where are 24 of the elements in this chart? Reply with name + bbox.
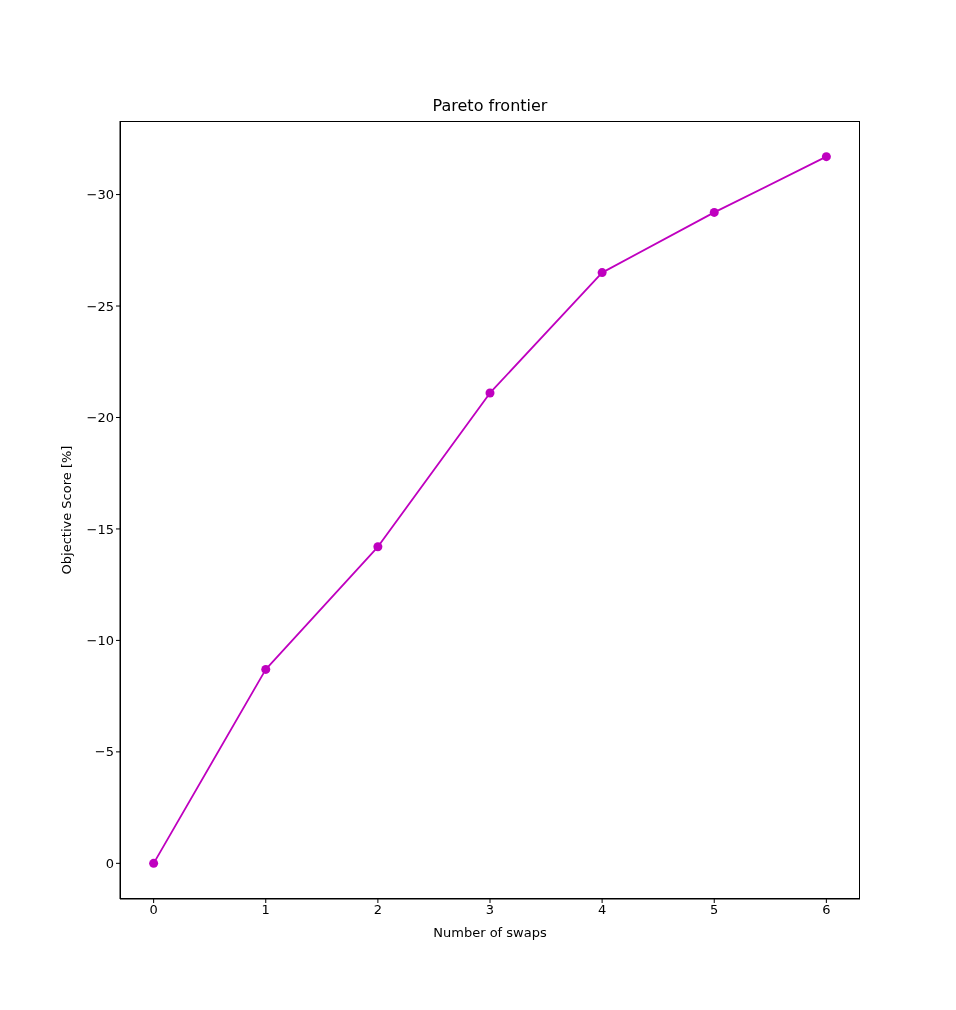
y-tick-label: −5 (94, 744, 114, 760)
y-tick-label: −10 (86, 633, 114, 649)
y-tick-label: −20 (86, 410, 114, 426)
x-tick-label: 3 (485, 902, 495, 918)
x-tick-label: 2 (373, 902, 383, 918)
point (373, 542, 383, 552)
chart-title: Pareto frontier (431, 96, 549, 115)
x-axis-title: Number of swaps (433, 925, 547, 940)
y-tick-label: −15 (86, 521, 114, 537)
y-tick-label: −25 (86, 298, 114, 314)
x-tick-label: 6 (822, 902, 831, 918)
point (485, 388, 495, 398)
x-tick-label: 5 (710, 902, 719, 918)
x-tick-label: 1 (261, 902, 270, 918)
x-tick-label: 0 (149, 902, 158, 918)
point (261, 664, 271, 674)
point (149, 858, 159, 868)
point (597, 268, 607, 278)
y-tick-label: −30 (86, 187, 114, 203)
point (821, 152, 831, 162)
x-tick-label: 4 (597, 902, 607, 918)
y-axis-title: Objective Score [%] (58, 445, 74, 575)
y-tick-label: 0 (105, 855, 114, 871)
point (709, 207, 719, 217)
